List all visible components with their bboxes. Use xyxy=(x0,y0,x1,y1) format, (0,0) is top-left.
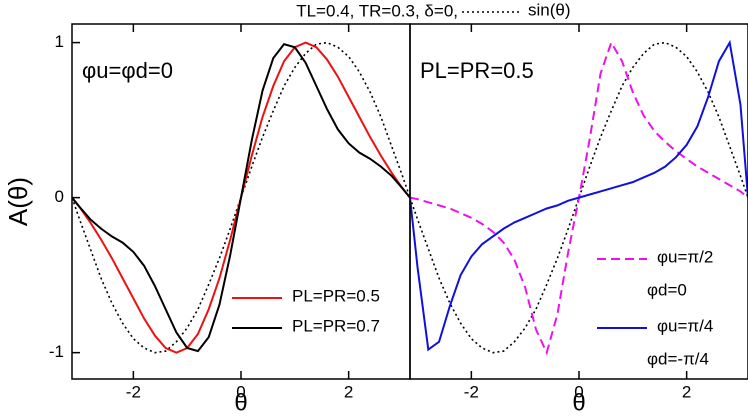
y-tick-label: -1 xyxy=(49,342,64,361)
x-tick-label: 0 xyxy=(236,382,245,401)
legend-label: PL=PR=0.7 xyxy=(292,316,380,335)
annotation: PL=PR=0.5 xyxy=(420,58,534,83)
series-line xyxy=(410,39,748,352)
x-tick-label: 2 xyxy=(682,382,691,401)
legend-label: φu=π/2 xyxy=(657,247,713,266)
x-tick-label: 0 xyxy=(574,382,583,401)
legend-label: sin(θ) xyxy=(528,0,571,19)
x-tick-label: 2 xyxy=(344,382,353,401)
legend-label: φu=π/4 xyxy=(657,316,713,335)
x-tick-label: -2 xyxy=(126,382,141,401)
legend-label: PL=PR=0.5 xyxy=(292,286,380,305)
x-axis-label: θ xyxy=(234,389,247,416)
x-tick-label: -2 xyxy=(464,382,479,401)
plot-frame xyxy=(409,23,748,380)
series-line xyxy=(72,43,410,353)
annotation: φu=φd=0 xyxy=(82,58,173,83)
y-tick-label: 0 xyxy=(55,187,64,206)
legend-label: φd=0 xyxy=(647,280,687,299)
legend-label: φd=-π/4 xyxy=(647,349,709,368)
y-axis-label: A(θ) xyxy=(3,177,33,226)
chart-title: TL=0.4, TR=0.3, δ=0, xyxy=(296,1,458,20)
series-line xyxy=(410,41,748,354)
series-line xyxy=(72,41,410,354)
x-axis-label: θ xyxy=(572,389,585,416)
y-tick-label: 1 xyxy=(55,32,64,51)
